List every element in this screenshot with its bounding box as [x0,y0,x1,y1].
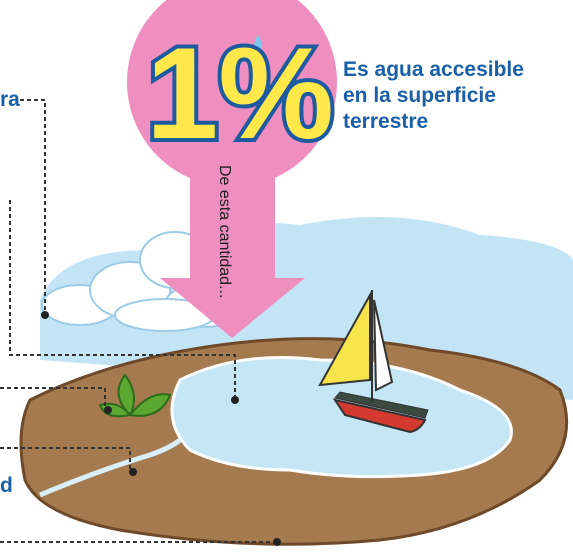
infographic: 1% De esta cantidad... Es agua accesible… [0,0,573,559]
arrow-text: De esta cantidad... [216,165,233,298]
cropped-label: ra [0,88,20,111]
headline-line: Es agua accesible [343,58,524,81]
headline-line: en la superficie [343,84,496,107]
cropped-label: d [0,474,13,497]
percent: 1% [146,20,334,166]
headline-line: terrestre [343,110,428,133]
